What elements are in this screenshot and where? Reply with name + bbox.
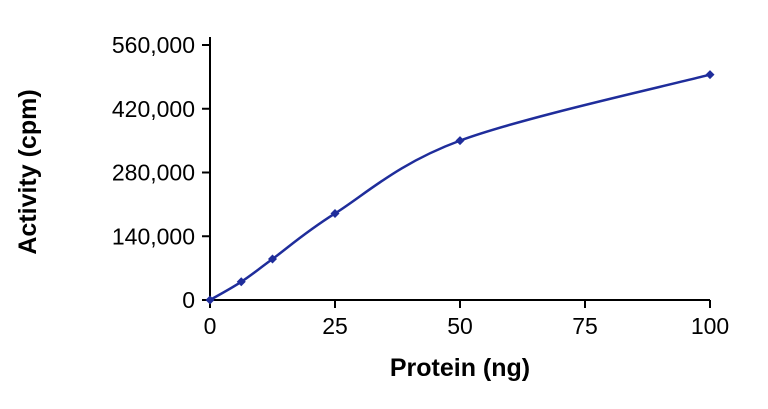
x-tick-label: 75 bbox=[572, 313, 598, 339]
y-tick-label: 280,000 bbox=[112, 160, 195, 186]
x-tick-label: 100 bbox=[691, 313, 729, 339]
data-point-marker bbox=[205, 295, 215, 305]
data-point-marker bbox=[705, 70, 715, 80]
data-point-marker bbox=[268, 254, 277, 264]
data-point-marker bbox=[236, 277, 246, 287]
y-tick-label: 420,000 bbox=[112, 96, 195, 122]
x-axis-title: Protein (ng) bbox=[389, 354, 531, 382]
y-tick-label: 140,000 bbox=[112, 223, 195, 249]
x-tick-label: 50 bbox=[447, 313, 473, 339]
y-axis-title: Activity (cpm) bbox=[14, 89, 42, 255]
data-point-marker bbox=[455, 136, 465, 146]
y-tick-label: 0 bbox=[182, 287, 195, 313]
x-tick-label: 25 bbox=[322, 313, 348, 339]
axes-lines bbox=[209, 37, 710, 301]
data-point-marker bbox=[330, 208, 340, 218]
x-tick-label: 0 bbox=[204, 313, 217, 339]
y-tick-label: 560,000 bbox=[112, 32, 195, 58]
series-line bbox=[208, 73, 712, 302]
